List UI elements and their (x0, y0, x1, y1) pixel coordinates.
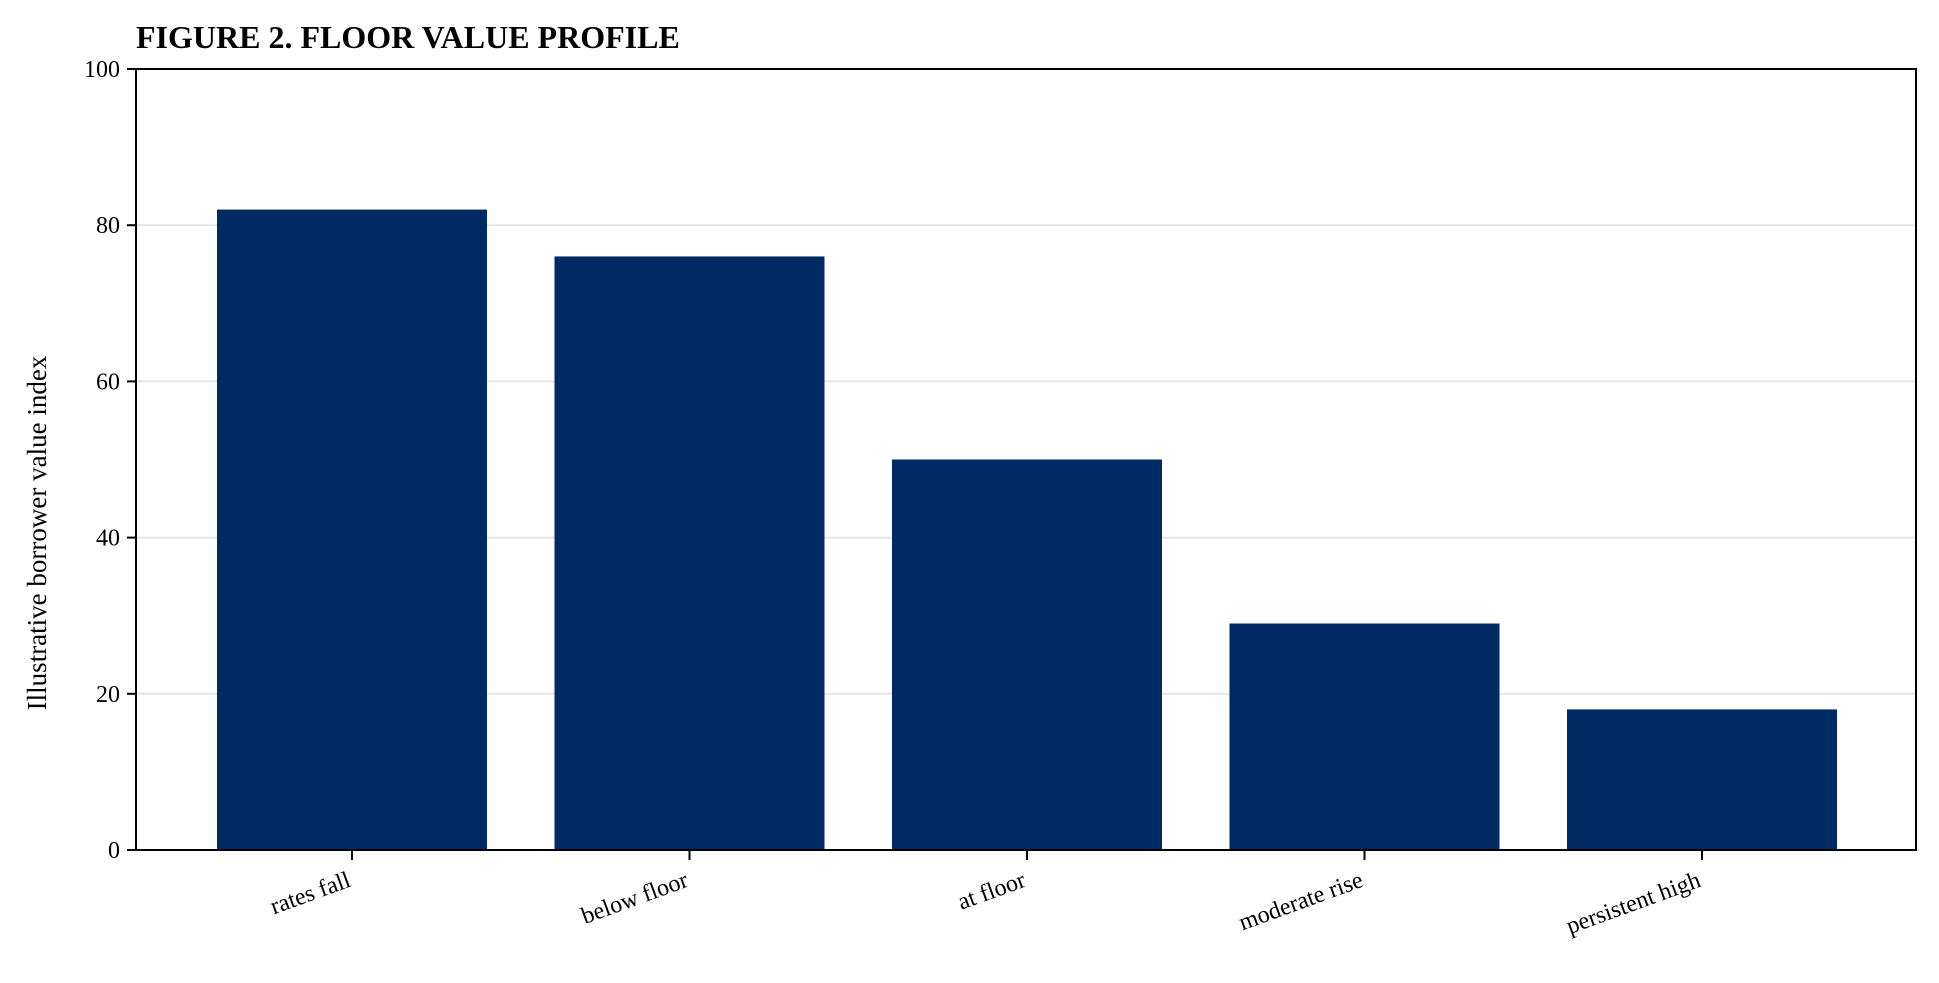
bar (217, 209, 487, 850)
x-tick-label: below floor (578, 867, 691, 930)
y-tick-label: 60 (96, 369, 120, 395)
bar (554, 256, 825, 850)
chart-title: FIGURE 2. FLOOR VALUE PROFILE (136, 19, 680, 55)
x-axis: rates fall below floor at floor moderate ri… (267, 850, 1704, 940)
y-tick-label: 100 (84, 57, 120, 83)
y-tick-label: 80 (96, 213, 120, 239)
x-tick-label: persistent high (1563, 867, 1704, 940)
bar (1229, 623, 1500, 850)
bar (892, 459, 1162, 850)
y-axis: 0 20 40 60 80 100 (84, 57, 136, 864)
bar (1567, 709, 1837, 850)
x-tick-label: rates fall (267, 867, 354, 920)
x-tick-label: at floor (954, 867, 1029, 915)
y-tick-label: 0 (108, 838, 120, 864)
y-tick-label: 20 (96, 682, 120, 708)
bars (217, 209, 1837, 850)
x-tick-label: moderate rise (1236, 867, 1367, 936)
y-axis-label: Illustrative borrower value index (22, 355, 52, 710)
y-tick-label: 40 (96, 526, 120, 552)
